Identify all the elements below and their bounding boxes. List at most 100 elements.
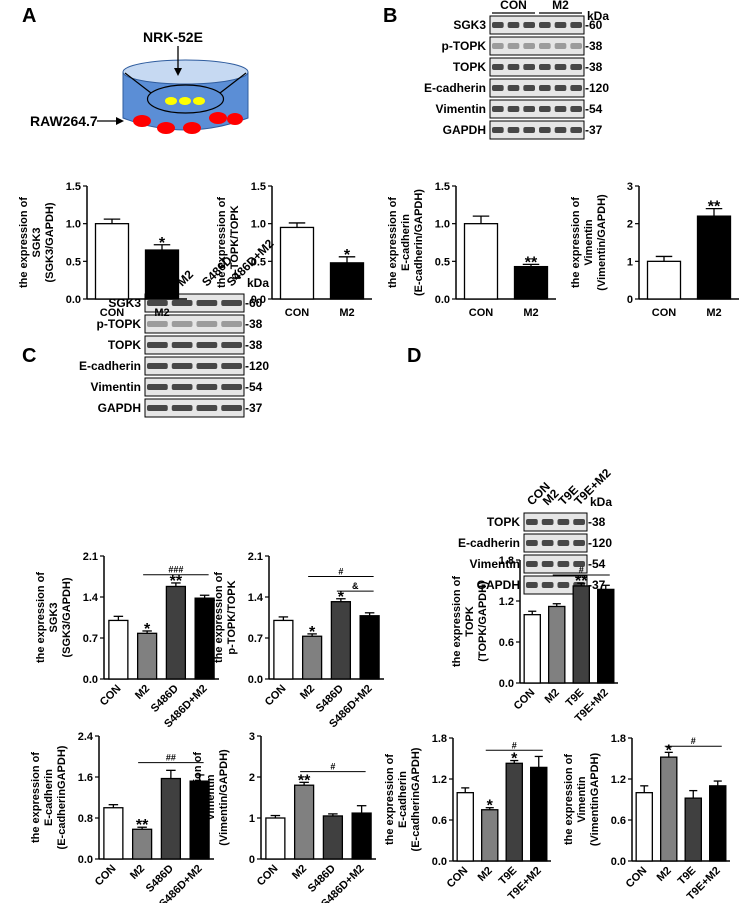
y-axis-label: the expression of [384,754,396,845]
blot-strip [489,36,585,56]
blot-row-label: TOPK [487,515,520,529]
y-tick-label: 2.1 [248,551,263,563]
y-axis-label: p-TOPK/TOPK [229,205,241,279]
bar [456,792,474,862]
blot-band [492,64,504,70]
significance-mark: ** [136,817,149,834]
bar [513,265,549,300]
blot-band [171,300,193,306]
bar-chart-c2: 0.0 0.7 1.4 2.1 the expression of p-TOPK/TOPK… [213,551,384,730]
nrk-arrow-head [174,68,182,76]
bar-chart-a3: 0.0 0.5 1.0 1.5 the expression of E-cadherin(… [387,181,556,319]
blot-row-label: E-cadherin [458,536,520,550]
blot-row-label: p-TOPK [97,317,142,331]
bar [144,249,180,300]
significance-mark: * [309,624,316,641]
y-tick-label: 0.0 [83,674,98,686]
y-tick-label: 0.6 [432,815,447,827]
nrk-label: NRK-52E [143,29,203,45]
y-axis-label: Vimentin [576,776,588,823]
y-axis-label: the expression of [451,576,463,667]
panel-label-d: D [407,345,421,367]
blot-band [171,384,193,390]
significance-mark: ** [525,254,538,271]
blot-row-label: TOPK [108,338,141,352]
y-tick-label: 0.7 [83,633,98,645]
y-tick-label: 1.5 [251,181,266,193]
y-tick-label: 3 [627,181,633,193]
blot-band [523,43,535,49]
blot-band [557,561,570,567]
blot-strip [489,57,585,77]
y-tick-label: 1.2 [611,774,626,786]
blot-row-label: GAPDH [443,123,486,137]
blot-band [171,342,193,348]
bar [136,632,158,680]
blot-band [507,127,520,133]
blot-band [526,540,538,546]
y-axis-label: E-cadherin [43,769,55,826]
y-axis-label: the expression of [563,754,575,845]
y-axis-label: the expression of [387,197,399,288]
raw-arrow-head [116,117,124,125]
blot-band [539,127,551,133]
blot-band [554,85,567,91]
culture-dish-diagram: NRK-52E RAW264.7 [30,29,249,134]
x-tick-label: CON [285,307,310,319]
bar [301,635,323,680]
bar [481,809,499,862]
y-tick-label: 3 [249,731,255,743]
bar [265,817,286,860]
bar [103,807,124,860]
raw-label: RAW264.7 [30,113,98,129]
comparison-mark: ### [168,565,183,575]
x-tick-label: M2 [154,307,169,319]
blot-kda-value: -120 [585,81,609,95]
blot-band [570,64,582,70]
blot-kda-value: -60 [585,18,603,32]
x-tick-label: M2 [655,865,674,884]
blot-row-label: TOPK [453,60,486,74]
blot-row-label: GAPDH [98,401,141,415]
blot-band [507,22,520,28]
kda-label: kDa [590,495,612,509]
blot-band [492,127,504,133]
y-tick-label: 0.7 [248,633,263,645]
y-axis-label: TOPK [464,606,476,636]
blot-band [507,43,520,49]
y-axis-label: Vimentin [205,774,217,821]
blot-band [507,106,520,112]
x-tick-label: CON [93,863,119,889]
bar [523,614,541,684]
blot-strip [144,398,245,418]
bar-chart-c1: 0.0 0.7 1.4 2.1 the expression of SGK3 (SGK3/G… [35,551,219,730]
y-axis-label: (SGK3/GAPDH) [61,577,73,657]
significance-mark: * [338,589,345,606]
blot-row-label: GAPDH [477,578,520,592]
blot-band [539,64,551,70]
nrk-cell [165,97,177,105]
y-tick-label: 0.0 [611,856,626,868]
bar [273,619,294,680]
blot-band [541,561,554,567]
y-axis-label: p-TOPK/TOPK [226,580,238,654]
bar [351,812,372,860]
blot-band [523,127,535,133]
blot-band [539,22,551,28]
comparison-mark: # [512,740,517,750]
blot-band [147,321,168,327]
blot-band [557,540,570,546]
x-tick-label: M2 [706,307,721,319]
raw-cell [209,112,227,124]
y-tick-label: 1.2 [499,596,514,608]
blot-band [554,22,567,28]
panel-label-c: C [22,345,36,367]
bar-chart-c4: 0 1 2 3 the expression of Vimentin (Vimentin/G… [192,731,376,903]
x-tick-label: CON [98,683,124,709]
blot-band [539,85,551,91]
blot-band [147,384,168,390]
blot-kda-value: -54 [245,380,263,394]
bar [684,797,702,862]
bar [194,597,215,680]
